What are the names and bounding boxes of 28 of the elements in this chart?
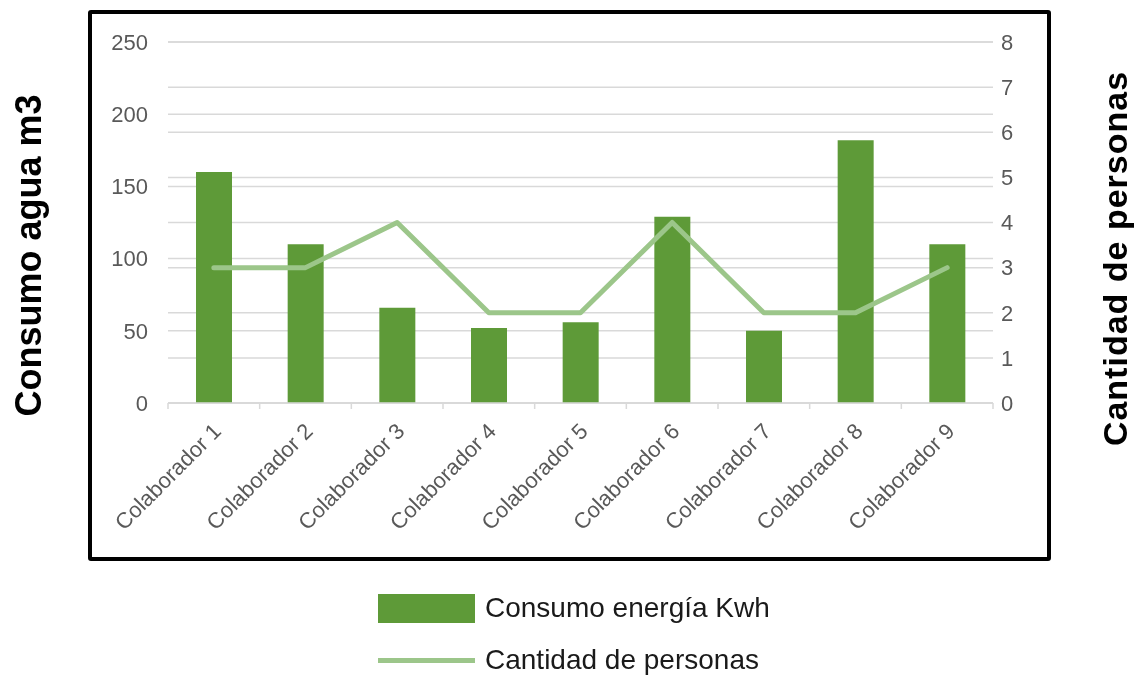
bar xyxy=(654,216,691,403)
y-tick-label: 100 xyxy=(111,246,148,272)
legend-label: Cantidad de personas xyxy=(485,644,759,676)
y2-tick-label: 0 xyxy=(1001,390,1014,416)
y-tick-label: 150 xyxy=(111,174,148,200)
y2-tick-label: 8 xyxy=(1001,29,1014,55)
y2-tick-label: 6 xyxy=(1001,120,1014,146)
y-tick-label: 50 xyxy=(123,318,148,344)
bar xyxy=(196,171,232,403)
bar xyxy=(837,140,874,403)
y-tick-label: 0 xyxy=(135,390,148,416)
bar xyxy=(471,327,507,403)
y2-tick-label: 5 xyxy=(1001,165,1014,191)
bar xyxy=(929,244,966,403)
y2-tick-label: 2 xyxy=(1001,300,1014,326)
y2-tick-label: 4 xyxy=(1001,210,1014,236)
bar xyxy=(287,244,324,403)
legend-label: Consumo energía Kwh xyxy=(485,592,770,624)
bar xyxy=(379,307,416,403)
y2-axis-title: Cantidad de personas xyxy=(1096,70,1134,447)
bar xyxy=(562,322,599,403)
y-tick-label: 200 xyxy=(111,102,148,128)
y-axis-title: Consumo agua m3 xyxy=(7,94,49,417)
y-tick-label: 250 xyxy=(111,29,148,55)
y2-tick-label: 3 xyxy=(1001,255,1014,281)
y2-tick-label: 1 xyxy=(1001,345,1014,371)
bar xyxy=(746,330,782,403)
y2-tick-label: 7 xyxy=(1001,74,1014,100)
